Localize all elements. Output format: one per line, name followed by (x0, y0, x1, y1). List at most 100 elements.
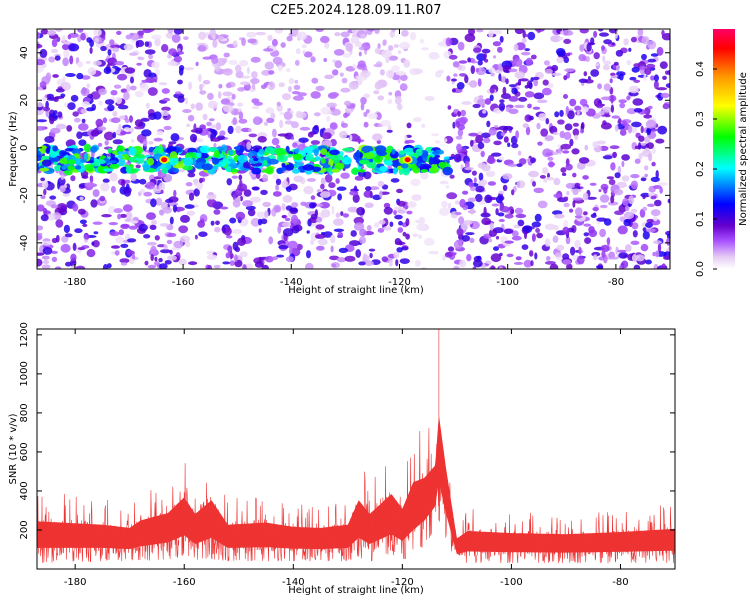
noise-blob (167, 60, 178, 67)
noise-blob (85, 60, 91, 65)
noise-blob (141, 129, 152, 137)
noise-blob (202, 80, 211, 85)
signal-blob (400, 163, 409, 169)
noise-blob (140, 188, 145, 194)
noise-blob (355, 249, 362, 258)
noise-blob (226, 178, 233, 186)
noise-blob (621, 160, 625, 168)
noise-blob (562, 253, 570, 261)
noise-blob (68, 43, 80, 52)
signal-blob (88, 167, 93, 173)
noise-blob (248, 133, 258, 138)
noise-blob (458, 60, 468, 64)
noise-blob (54, 266, 62, 269)
noise-blob (178, 65, 185, 71)
noise-blob (493, 246, 499, 251)
x-tick-label: -160 (173, 577, 196, 588)
noise-blob (650, 195, 657, 200)
noise-blob (111, 117, 121, 124)
noise-blob (247, 38, 257, 44)
noise-blob (161, 110, 169, 117)
noise-blob (447, 105, 452, 110)
noise-blob (639, 208, 646, 218)
noise-blob (665, 83, 670, 88)
noise-blob (126, 84, 131, 92)
noise-blob (108, 58, 114, 64)
noise-blob (90, 199, 98, 208)
noise-blob (219, 130, 226, 136)
noise-blob (195, 61, 199, 67)
noise-blob (565, 236, 571, 245)
noise-blob (54, 55, 61, 61)
noise-blob (129, 115, 133, 123)
figure-title: C2E5.2024.128.09.11.R07 (270, 3, 441, 18)
noise-blob (515, 130, 519, 139)
noise-blob (117, 73, 128, 81)
noise-blob (462, 190, 469, 195)
noise-blob (194, 127, 203, 134)
noise-blob (518, 150, 522, 156)
noise-blob (662, 103, 670, 110)
noise-blob (536, 122, 541, 130)
noise-blob (37, 252, 45, 256)
colorbar-gradient (713, 29, 735, 269)
noise-blob (528, 115, 534, 121)
noise-blob (554, 252, 562, 258)
noise-blob (551, 72, 562, 76)
noise-blob (583, 232, 590, 237)
noise-blob (614, 210, 624, 215)
noise-blob (150, 198, 157, 208)
noise-blob (603, 83, 611, 91)
noise-blob (420, 47, 429, 51)
noise-blob (595, 63, 600, 67)
noise-blob (521, 51, 531, 56)
noise-blob (234, 64, 242, 73)
noise-blob (160, 249, 171, 254)
noise-blob (576, 109, 580, 116)
signal-blob (428, 166, 439, 174)
noise-blob (315, 224, 325, 230)
noise-blob (530, 54, 537, 60)
noise-blob (169, 249, 173, 255)
noise-blob (499, 35, 504, 43)
noise-blob (119, 258, 130, 264)
noise-blob (129, 85, 137, 91)
noise-blob (498, 156, 505, 161)
noise-blob (272, 56, 283, 65)
x-tick-label: -100 (500, 577, 523, 588)
noise-blob (631, 66, 640, 73)
noise-blob (542, 167, 549, 174)
noise-blob (37, 225, 44, 231)
noise-blob (62, 76, 66, 83)
noise-blob (87, 93, 94, 99)
noise-blob (342, 213, 349, 218)
signal-blob (420, 169, 429, 173)
noise-blob (207, 264, 213, 269)
noise-blob (459, 198, 466, 208)
noise-blob (356, 206, 365, 216)
noise-blob (199, 177, 203, 184)
signal-blob (196, 153, 202, 158)
noise-blob (198, 231, 208, 237)
noise-blob (120, 179, 126, 187)
noise-blob (74, 228, 83, 234)
noise-blob (374, 47, 381, 54)
noise-blob (484, 194, 493, 204)
noise-blob (40, 29, 49, 35)
noise-blob (257, 136, 267, 143)
noise-blob (81, 101, 91, 108)
noise-blob (510, 209, 515, 215)
noise-blob (587, 76, 591, 80)
noise-blob (598, 110, 605, 116)
noise-blob (363, 121, 369, 128)
signal-blob (401, 166, 411, 176)
noise-blob (498, 102, 506, 111)
noise-blob (580, 128, 585, 134)
noise-blob (272, 173, 279, 180)
noise-blob (560, 30, 564, 35)
noise-blob (341, 122, 348, 128)
noise-blob (135, 164, 141, 169)
noise-blob (77, 61, 84, 68)
noise-blob (329, 122, 338, 130)
